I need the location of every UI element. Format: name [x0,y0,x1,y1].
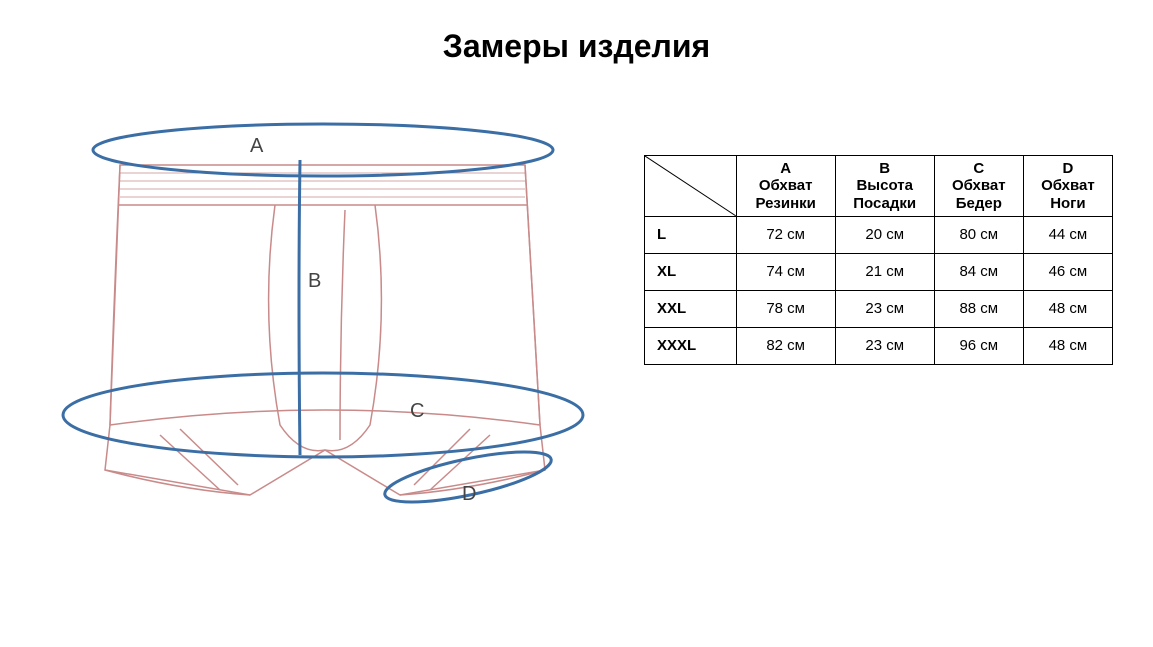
size-cell: XXL [645,290,737,327]
value-cell: 23 см [835,290,934,327]
content-row: A B C D AОбхватРезинкиBВысотаПосадкиCОбх… [0,65,1153,535]
table-row: XXL78 см23 см88 см48 см [645,290,1113,327]
value-cell: 46 см [1023,253,1112,290]
page-title: Замеры изделия [0,0,1153,65]
diagram-label-d: D [462,483,476,506]
value-cell: 23 см [835,327,934,364]
table-row: L72 см20 см80 см44 см [645,216,1113,253]
table-header-col-d: DОбхватНоги [1023,156,1112,217]
value-cell: 44 см [1023,216,1112,253]
size-cell: L [645,216,737,253]
value-cell: 88 см [934,290,1023,327]
value-cell: 21 см [835,253,934,290]
value-cell: 80 см [934,216,1023,253]
table-row: XL74 см21 см84 см46 см [645,253,1113,290]
value-cell: 20 см [835,216,934,253]
diagram-label-a: A [250,135,263,158]
table-row: XXXL82 см23 см96 см48 см [645,327,1113,364]
table-header-col-c: CОбхватБедер [934,156,1023,217]
table-header-col-b: BВысотаПосадки [835,156,934,217]
size-table: AОбхватРезинкиBВысотаПосадкиCОбхватБедер… [644,155,1113,365]
size-cell: XXXL [645,327,737,364]
value-cell: 72 см [736,216,835,253]
value-cell: 84 см [934,253,1023,290]
diagram-label-b: B [308,270,321,293]
garment-diagram: A B C D [40,95,604,535]
table-header-diagonal [645,156,737,217]
value-cell: 48 см [1023,290,1112,327]
value-cell: 48 см [1023,327,1112,364]
value-cell: 78 см [736,290,835,327]
value-cell: 82 см [736,327,835,364]
value-cell: 74 см [736,253,835,290]
size-table-wrap: AОбхватРезинкиBВысотаПосадкиCОбхватБедер… [644,155,1113,365]
size-cell: XL [645,253,737,290]
table-header-col-a: AОбхватРезинки [736,156,835,217]
diagram-label-c: C [410,400,424,423]
value-cell: 96 см [934,327,1023,364]
